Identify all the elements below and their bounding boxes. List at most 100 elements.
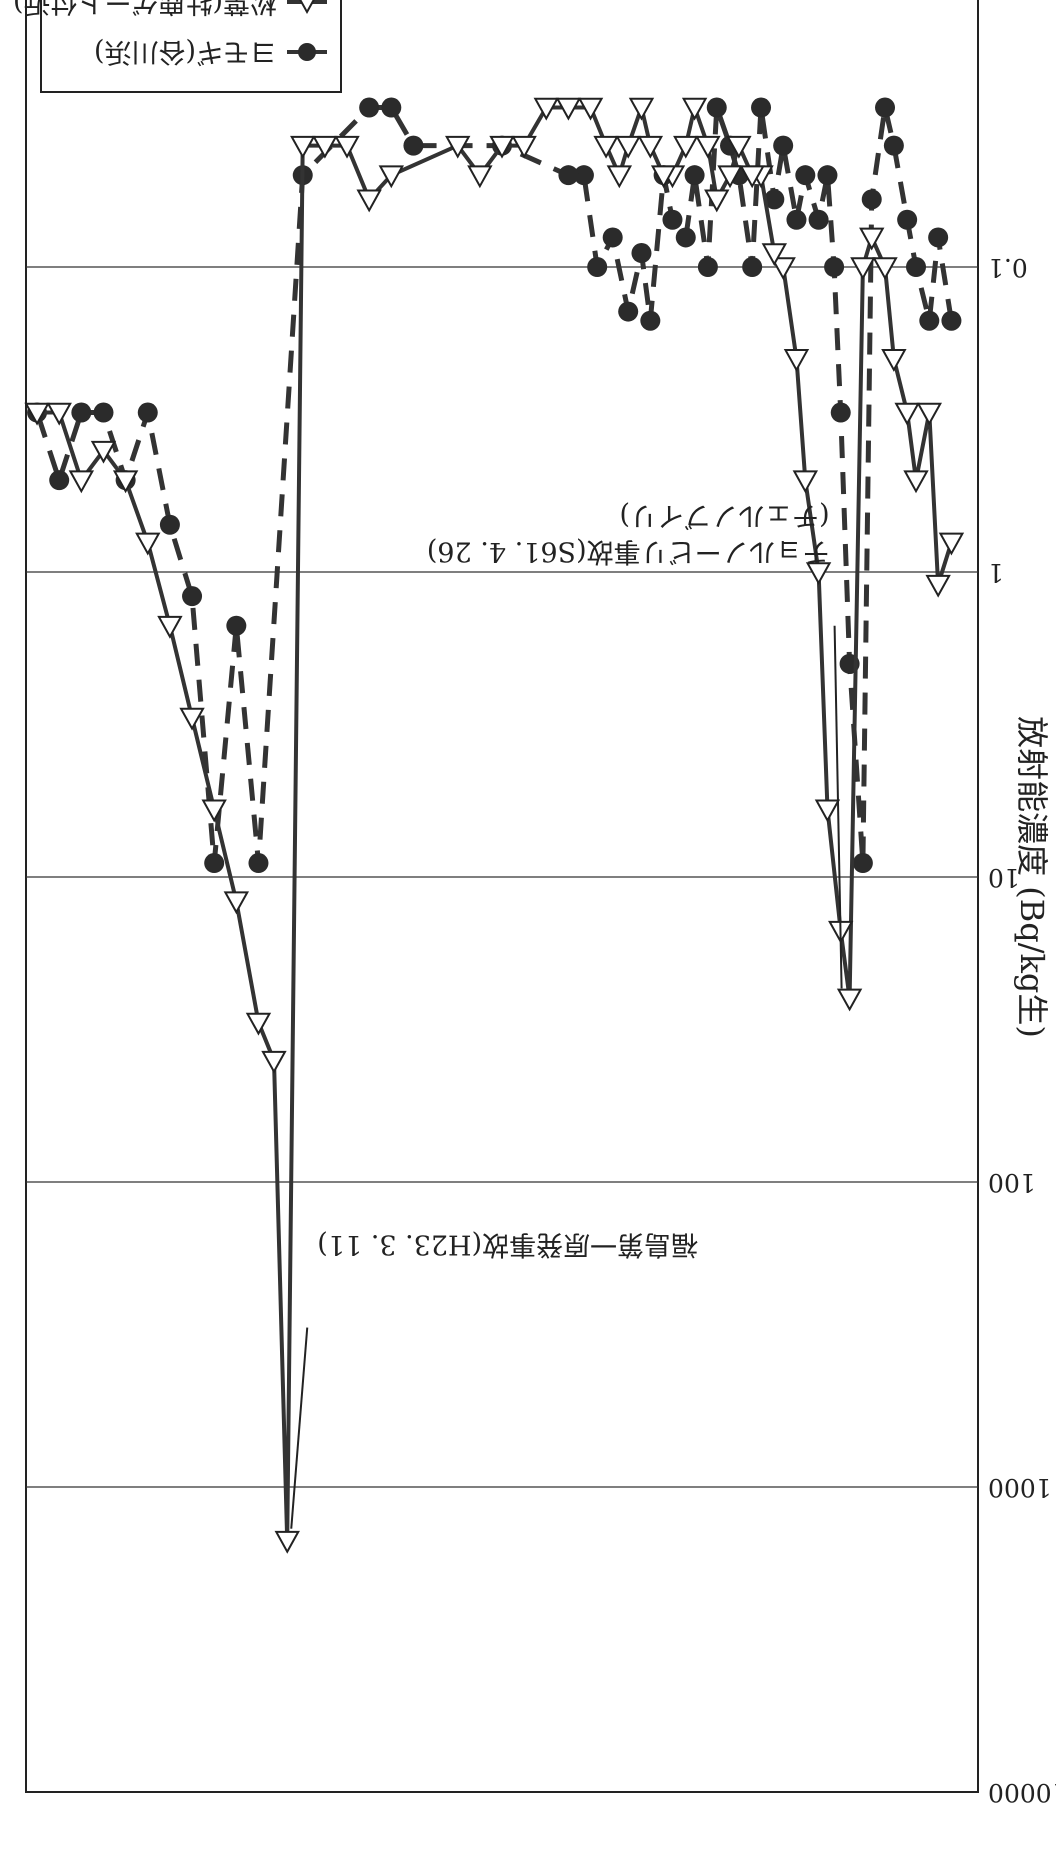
data-point-triangle xyxy=(704,189,730,213)
data-point-circle xyxy=(226,615,247,636)
data-point-triangle xyxy=(637,135,664,159)
data-point-circle xyxy=(697,257,718,277)
data-point-triangle xyxy=(555,97,582,121)
data-point-circle xyxy=(93,402,114,423)
data-point-triangle xyxy=(445,135,471,159)
data-point-triangle xyxy=(274,1530,300,1554)
data-point-triangle xyxy=(739,165,765,189)
data-point-circle xyxy=(928,227,949,248)
series-layer xyxy=(24,97,965,1554)
data-point-circle xyxy=(137,402,158,423)
data-point-circle xyxy=(359,97,380,118)
data-point-triangle xyxy=(717,165,743,189)
data-point-circle xyxy=(662,209,683,230)
data-point-circle xyxy=(861,189,882,210)
data-point-triangle xyxy=(894,402,920,426)
data-point-triangle xyxy=(378,165,405,189)
data-point-circle xyxy=(558,165,579,186)
data-point-triangle xyxy=(836,988,863,1012)
data-point-circle xyxy=(941,310,962,331)
data-point-circle xyxy=(875,97,896,118)
data-point-triangle xyxy=(726,135,752,159)
data-point-triangle xyxy=(673,135,699,159)
data-point-triangle xyxy=(593,135,619,159)
data-point-circle xyxy=(706,97,727,118)
data-point-circle xyxy=(764,189,785,210)
data-point-triangle xyxy=(334,135,360,159)
y-tick-labels: 0.010.1110100100010000 xyxy=(988,253,1056,1807)
data-point-triangle xyxy=(770,257,796,281)
annotations: チョルノービリ事故(S61. 4. 26) (チェルノブイリ) 福島第一原発事故(H… xyxy=(290,499,843,1529)
series-line xyxy=(37,100,954,1541)
data-point-circle xyxy=(618,301,639,322)
legend-label: ヨモギ(谷川浜) xyxy=(94,36,277,67)
data-point-triangle xyxy=(695,135,721,159)
data-point-circle xyxy=(906,257,927,277)
data-point-triangle xyxy=(925,574,951,598)
chart-rotated-group: 0.010.1110100100010000 S56S57S58S59S60S6… xyxy=(13,0,1056,1807)
data-point-triangle xyxy=(606,165,633,189)
data-point-triangle xyxy=(872,257,898,281)
data-point-triangle xyxy=(46,402,72,426)
data-point-triangle xyxy=(201,799,227,823)
annotation-arrow xyxy=(290,1327,309,1529)
data-point-triangle xyxy=(615,135,641,159)
data-point-triangle xyxy=(805,562,832,586)
data-point-triangle xyxy=(356,189,382,213)
data-point-triangle xyxy=(761,243,788,267)
data-point-triangle xyxy=(179,707,205,731)
data-point-circle xyxy=(883,135,904,156)
data-point-circle xyxy=(640,310,661,331)
data-point-circle xyxy=(381,97,402,118)
data-point-circle xyxy=(808,209,829,230)
series-matsuba xyxy=(24,97,965,1554)
data-point-triangle xyxy=(489,135,515,159)
data-point-triangle xyxy=(903,470,929,494)
y-tick-label: 1000 xyxy=(988,1473,1052,1502)
data-point-circle xyxy=(786,209,807,230)
data-point-circle xyxy=(897,209,918,230)
series-line xyxy=(34,105,954,864)
legend: ヨモギ(谷川浜) 松葉(牡鹿ゲート付近) xyxy=(13,0,342,93)
data-point-triangle xyxy=(881,349,907,372)
data-point-circle xyxy=(852,853,873,874)
data-point-triangle xyxy=(938,532,965,556)
data-point-circle xyxy=(919,310,940,331)
data-point-triangle xyxy=(223,891,250,915)
data-point-circle xyxy=(742,257,763,277)
data-point-triangle xyxy=(681,97,708,121)
data-point-triangle xyxy=(511,135,537,159)
data-point-circle xyxy=(824,257,845,277)
data-point-circle xyxy=(631,243,652,264)
data-point-triangle xyxy=(157,615,183,639)
legend-box xyxy=(40,0,342,93)
data-point-circle xyxy=(587,257,608,277)
data-point-circle xyxy=(684,165,705,186)
data-point-triangle xyxy=(467,165,493,189)
data-point-triangle xyxy=(68,470,95,494)
data-point-circle xyxy=(773,135,794,156)
data-point-circle xyxy=(403,135,424,156)
annotation-fukushima: 福島第一原発事故(H23. 3. 11) xyxy=(317,1229,698,1260)
data-point-circle xyxy=(71,402,92,423)
y-tick-label: 100 xyxy=(988,1168,1036,1197)
legend-label: 松葉(牡鹿ゲート付近) xyxy=(13,0,277,17)
data-point-triangle xyxy=(628,97,655,121)
data-point-circle xyxy=(182,586,203,607)
data-point-triangle xyxy=(135,532,161,556)
data-point-triangle xyxy=(916,402,942,426)
data-point-triangle xyxy=(312,135,338,159)
data-point-triangle xyxy=(112,470,139,494)
y-tick-label: 1 xyxy=(988,558,1004,587)
data-point-triangle xyxy=(792,470,819,494)
data-point-circle xyxy=(795,165,816,186)
data-point-triangle xyxy=(850,257,876,281)
y-axis-label: 放射能濃度 (Bq/kg生) xyxy=(1013,716,1051,1038)
data-point-triangle xyxy=(814,799,841,823)
data-point-circle xyxy=(830,402,851,423)
data-point-circle xyxy=(49,470,70,491)
data-point-triangle xyxy=(24,402,50,426)
annotation-arrow xyxy=(833,625,843,989)
data-point-circle xyxy=(675,227,696,248)
